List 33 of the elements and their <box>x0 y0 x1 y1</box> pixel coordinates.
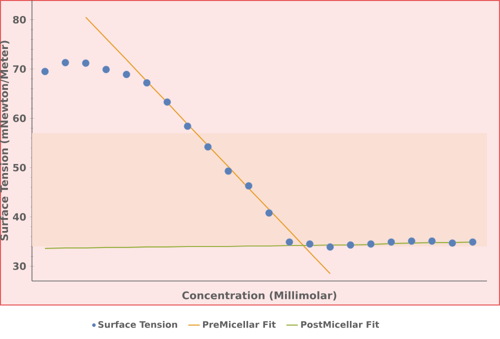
point <box>326 243 334 251</box>
y-tick-label: 50 <box>13 164 26 172</box>
point <box>41 68 49 76</box>
y-tick-label: 40 <box>12 213 26 221</box>
point <box>62 58 70 66</box>
legend-label: Surface Tension <box>98 320 178 328</box>
point <box>102 66 110 74</box>
point <box>82 59 90 67</box>
point <box>224 167 232 175</box>
legend-label: PostMicellar Fit <box>301 320 380 328</box>
point <box>306 240 314 248</box>
legend-label: PreMicellar Fit <box>203 320 276 328</box>
point <box>367 240 375 248</box>
point <box>265 209 273 217</box>
point <box>408 237 416 245</box>
point <box>244 182 252 190</box>
x-axis-title: Concentration (Millimolar) <box>182 291 336 301</box>
point <box>184 122 192 130</box>
point <box>143 79 151 87</box>
point <box>468 238 476 246</box>
point <box>448 239 456 247</box>
y-tick-label: 70 <box>13 65 26 73</box>
y-tick-label: 30 <box>13 262 26 270</box>
point <box>122 70 130 78</box>
y-tick-label: 60 <box>13 114 26 122</box>
y-tick-label: 80 <box>13 16 26 24</box>
point <box>388 238 395 246</box>
point <box>346 241 354 249</box>
point <box>428 237 436 245</box>
point <box>204 143 212 151</box>
y-axis-title: Surface Tension (mNewton/Meter) <box>0 40 10 240</box>
point <box>163 98 171 106</box>
point <box>286 238 294 246</box>
